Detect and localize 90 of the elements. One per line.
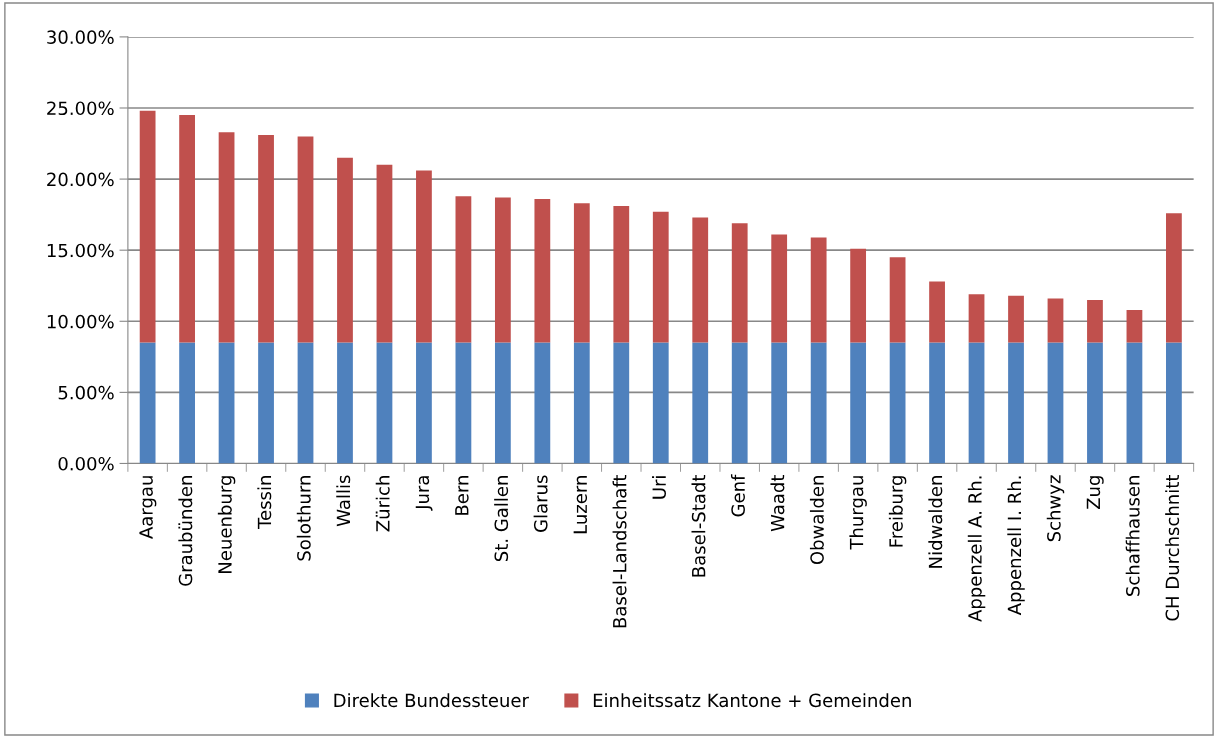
y-tick-label: 25.00% (47, 101, 114, 116)
bar (1087, 342, 1103, 464)
x-tick-label: Zürich (375, 476, 390, 532)
bar (218, 342, 235, 464)
bar (850, 248, 867, 343)
y-tick-label: 15.00% (47, 243, 114, 258)
bar (810, 237, 827, 343)
bar (416, 170, 432, 343)
x-tick-label: Zug (1086, 476, 1104, 510)
x-tick-label: Uri (652, 476, 666, 499)
bar (376, 164, 393, 343)
bar (613, 206, 630, 343)
bar (613, 342, 630, 464)
x-tick-label: Genf (730, 474, 745, 517)
bar (731, 342, 748, 464)
bar (731, 223, 748, 343)
x-tick-label: Basel-Landschaft (612, 475, 627, 628)
bar (652, 342, 669, 464)
bar (179, 342, 195, 464)
x-tick-label: Freiburg (888, 476, 907, 547)
bar (534, 198, 551, 343)
x-tick-label: St. Gallen (494, 476, 509, 562)
bar (968, 342, 985, 464)
x-tick-label: Glarus (533, 475, 548, 532)
bar (889, 342, 906, 464)
bar (1166, 213, 1182, 343)
x-tick-label: Basel-Stadt (691, 475, 706, 577)
bar (376, 342, 393, 464)
bar (771, 234, 788, 343)
bar (1126, 342, 1143, 464)
bar (179, 115, 195, 343)
x-tick-label: Tessin (257, 476, 272, 529)
x-tick-label: Luzern (573, 476, 588, 534)
y-tick-label: 5.00% (58, 385, 114, 400)
bar (218, 132, 235, 343)
bar (929, 342, 945, 464)
x-tick-label: Wallis (336, 475, 351, 527)
bar (652, 211, 669, 343)
bar (1008, 342, 1024, 464)
x-tick-label: Jura (415, 476, 433, 511)
bar (416, 342, 432, 464)
y-tick-label: 20.00% (47, 172, 114, 187)
bar (692, 342, 709, 464)
x-tick-label: Obwalden (809, 476, 824, 565)
x-tick-label: Graubünden (178, 476, 193, 586)
bar (337, 342, 353, 464)
bar (139, 342, 156, 464)
bar (1047, 342, 1064, 464)
x-tick-label: Neuenburg (217, 476, 236, 573)
bar (455, 342, 472, 464)
bar (494, 197, 511, 343)
y-tick-label: 0.00% (58, 456, 114, 471)
bar (771, 342, 788, 464)
legend-label: Direkte Bundessteuer (334, 693, 529, 708)
bar (1047, 298, 1064, 343)
bar (1166, 342, 1182, 464)
x-tick-label: Aargau (139, 476, 157, 539)
x-tick-label: Schaffhausen (1125, 476, 1140, 596)
bar (337, 157, 353, 343)
bar (810, 342, 827, 464)
bar (692, 217, 709, 343)
y-tick-label: 30.00% (47, 30, 114, 45)
bar (297, 342, 314, 464)
x-tick-label: Appenzell I. Rh. (1007, 476, 1025, 616)
bar (929, 281, 945, 343)
bar (494, 342, 511, 464)
bar (258, 342, 274, 464)
bar (850, 342, 867, 464)
bar (455, 196, 472, 343)
bar (258, 135, 274, 343)
y-tick-label: 10.00% (47, 314, 114, 329)
legend-label: Einheitssatz Kantone + Gemeinden (593, 693, 911, 708)
bar (573, 342, 590, 464)
bar (1008, 295, 1024, 343)
bar (297, 136, 314, 343)
x-tick-label: Solothurn (296, 476, 311, 561)
bar (139, 110, 156, 343)
x-tick-label: Bern (455, 476, 469, 515)
bar (1126, 309, 1143, 343)
x-tick-label: Appenzell A. Rh. (967, 476, 986, 622)
bar (534, 342, 551, 464)
x-tick-label: CH Durchschnitt (1165, 475, 1180, 621)
bar (573, 203, 590, 343)
x-tick-label: Nidwalden (928, 476, 943, 568)
bar (889, 257, 906, 343)
x-tick-label: Schwyz (1046, 475, 1065, 542)
bar (1087, 299, 1103, 343)
x-tick-label: Thurgau (849, 476, 867, 550)
bar (968, 294, 985, 343)
x-tick-label: Waadt (770, 475, 785, 532)
